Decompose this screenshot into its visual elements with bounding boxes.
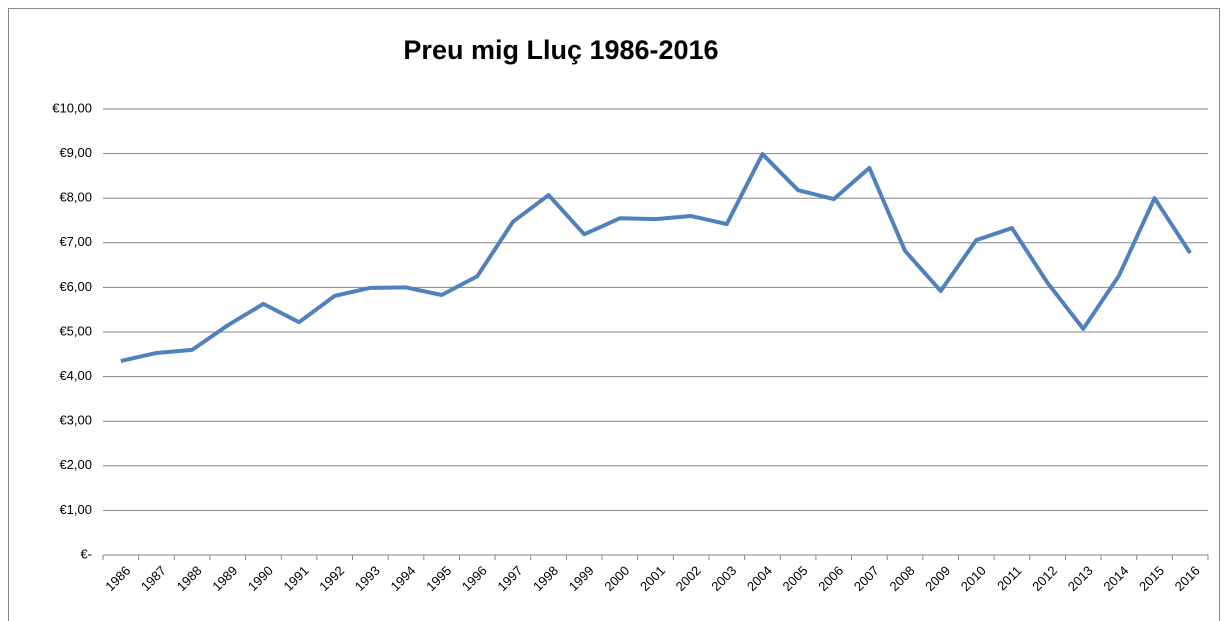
y-tick-label: €7,00 — [59, 234, 92, 249]
chart-border — [8, 8, 1220, 621]
y-tick-label: €1,00 — [59, 502, 92, 517]
y-tick-label: €6,00 — [59, 279, 92, 294]
y-tick-label: €4,00 — [59, 368, 92, 383]
y-tick-label: €10,00 — [52, 100, 92, 115]
y-tick-label: €- — [80, 546, 92, 561]
y-tick-label: €9,00 — [59, 145, 92, 160]
chart-title: Preu mig Lluç 1986-2016 — [403, 35, 718, 65]
y-tick-label: €8,00 — [59, 190, 92, 205]
data-line — [120, 152, 1192, 363]
y-tick-label: €2,00 — [59, 457, 92, 472]
y-tick-label: €3,00 — [59, 413, 92, 428]
y-tick-label: €5,00 — [59, 323, 92, 338]
